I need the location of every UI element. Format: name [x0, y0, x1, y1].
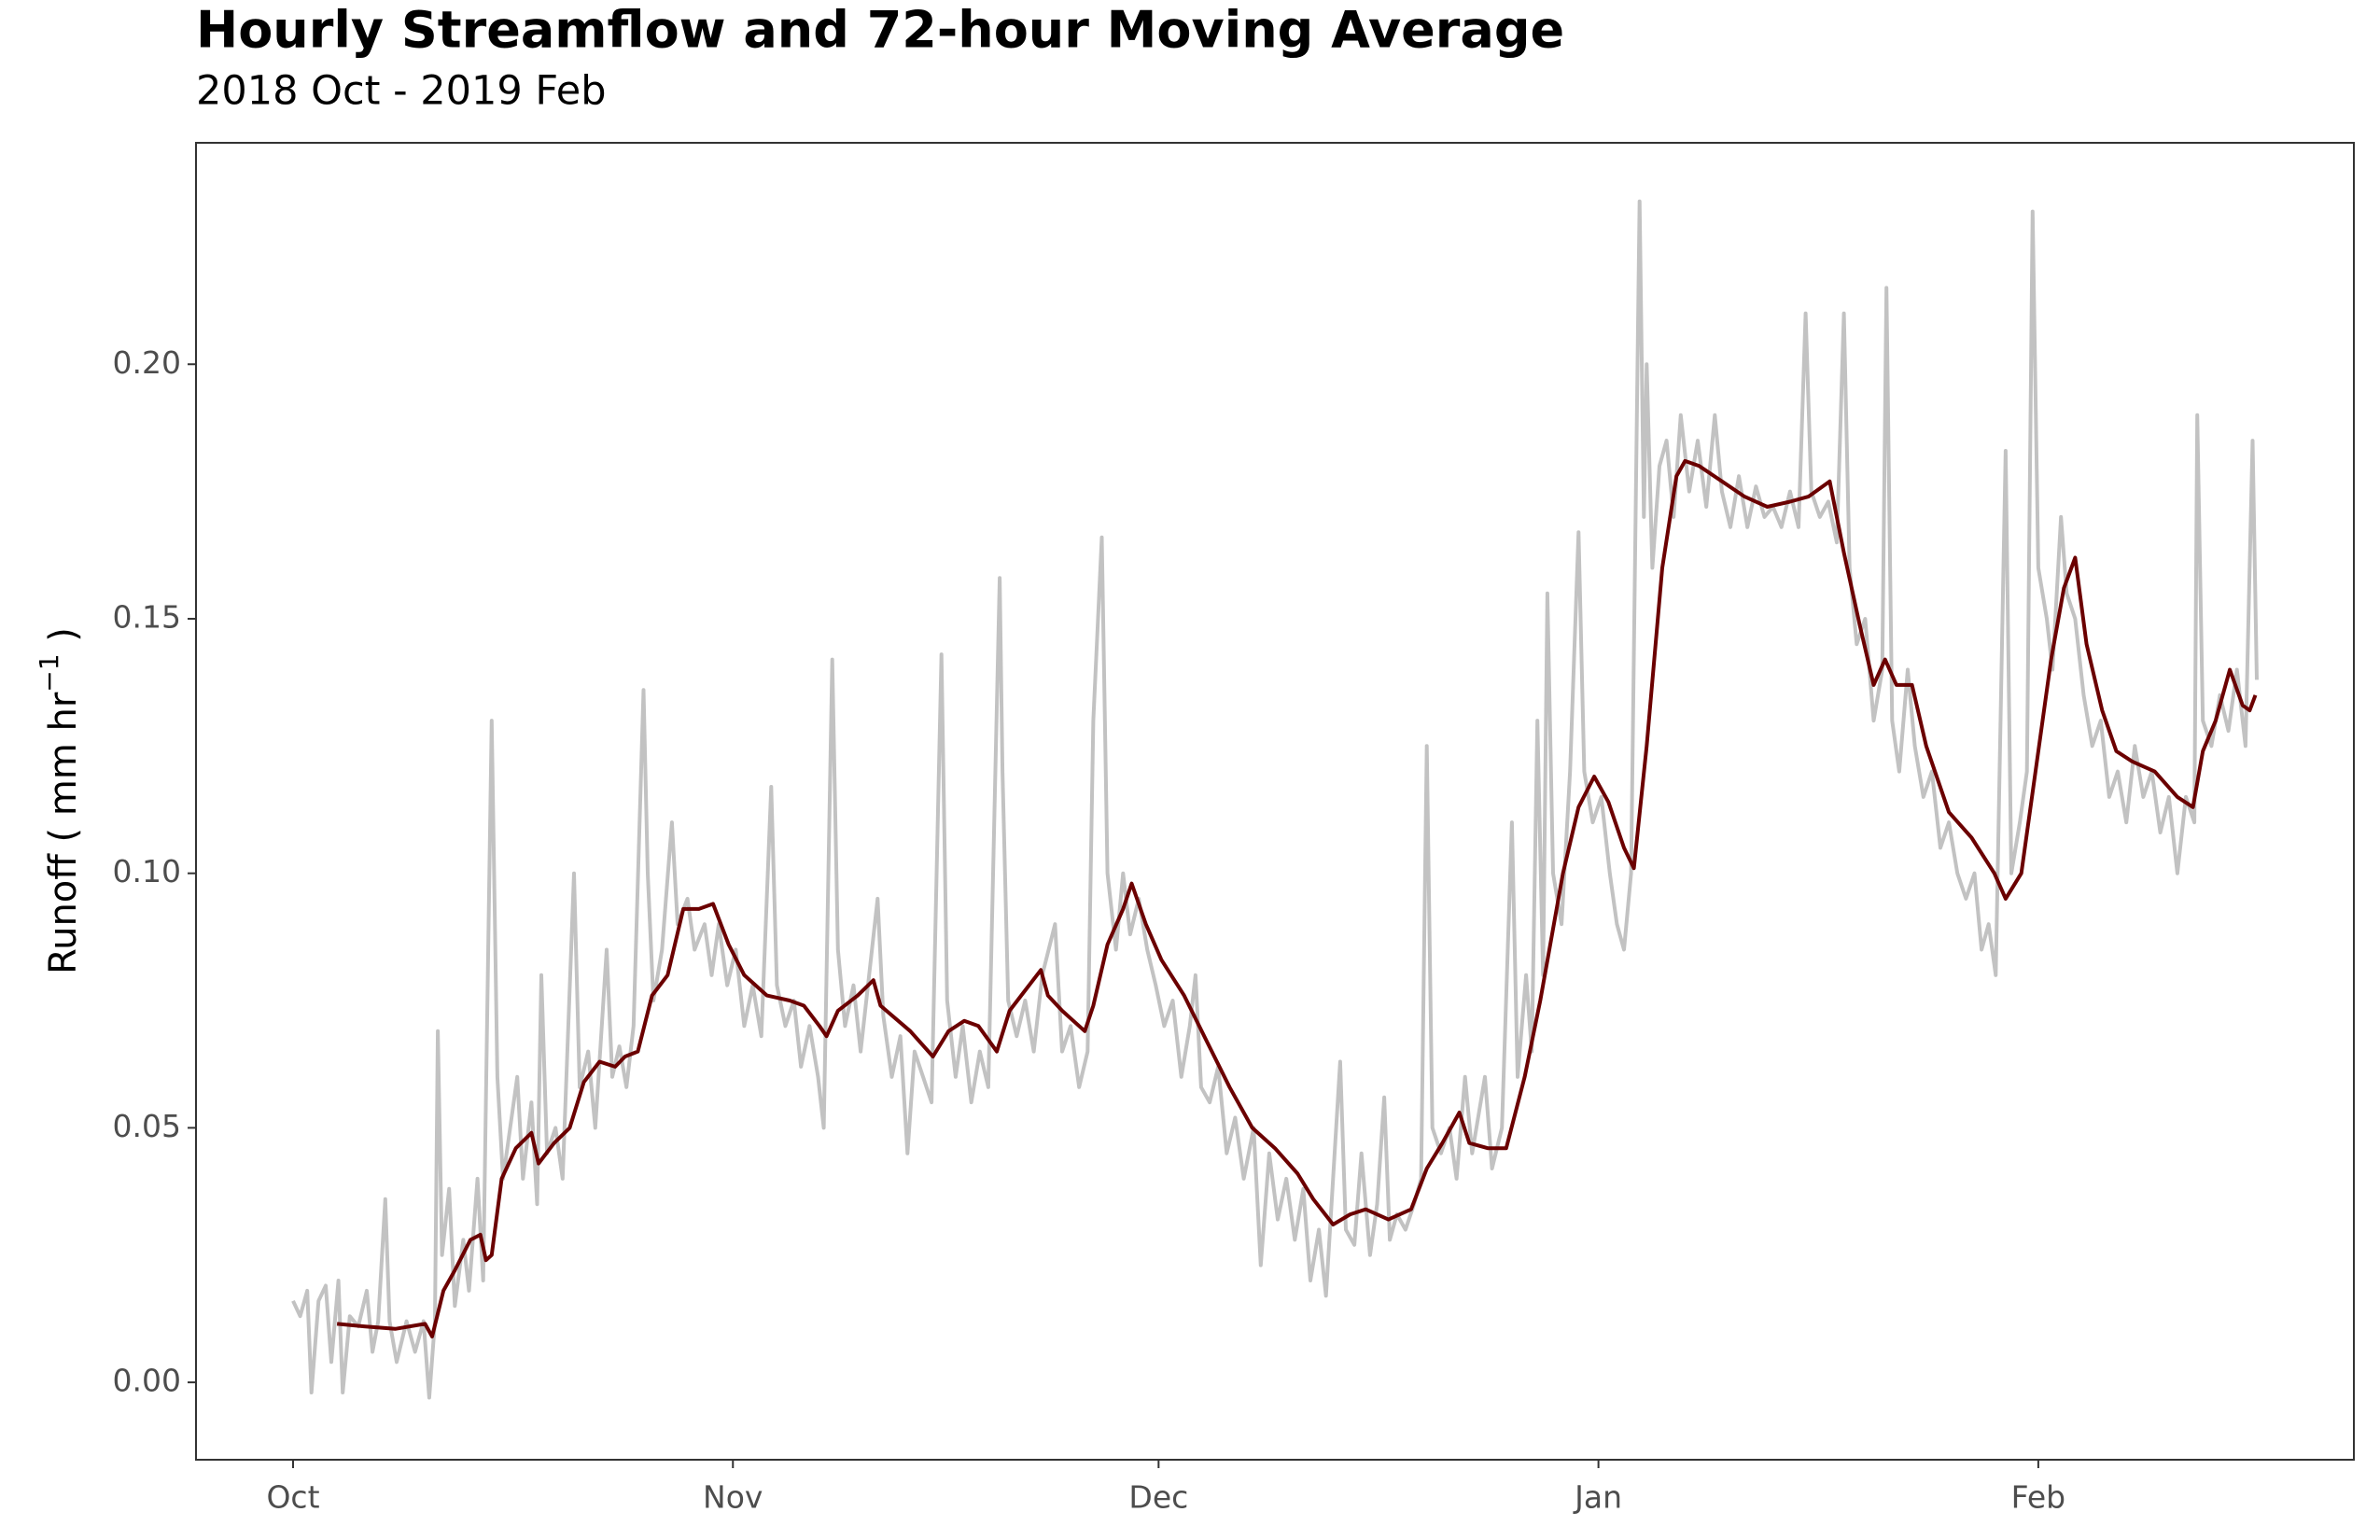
x-tick-label: Dec — [1128, 1479, 1188, 1516]
y-axis-label-end: ) — [42, 627, 85, 653]
y-tick-label: 0.10 — [113, 853, 181, 889]
series-line — [336, 458, 2258, 1338]
chart-title: Hourly Streamflow and 72-hour Moving Ave… — [196, 1, 1564, 60]
plot-area — [291, 199, 2259, 1400]
y-axis-label-superscript: −1 — [34, 653, 64, 692]
y-tick-label: 0.20 — [113, 344, 181, 381]
y-tick-label: 0.05 — [113, 1108, 181, 1144]
series-line — [291, 199, 2259, 1400]
y-axis-label-text: Runoff ( mm hr — [42, 692, 85, 974]
x-tick-label: Feb — [2011, 1479, 2065, 1516]
y-tick-label: 0.15 — [113, 598, 181, 635]
x-tick-label: Nov — [703, 1479, 763, 1516]
y-axis-label: Runoff ( mm hr−1 ) — [34, 627, 85, 974]
y-tick-label: 0.00 — [113, 1363, 181, 1399]
chart-subtitle: 2018 Oct - 2019 Feb — [196, 68, 607, 115]
panel-border — [195, 142, 2355, 1461]
x-tick-label: Jan — [1573, 1479, 1622, 1516]
x-tick-label: Oct — [266, 1479, 319, 1516]
